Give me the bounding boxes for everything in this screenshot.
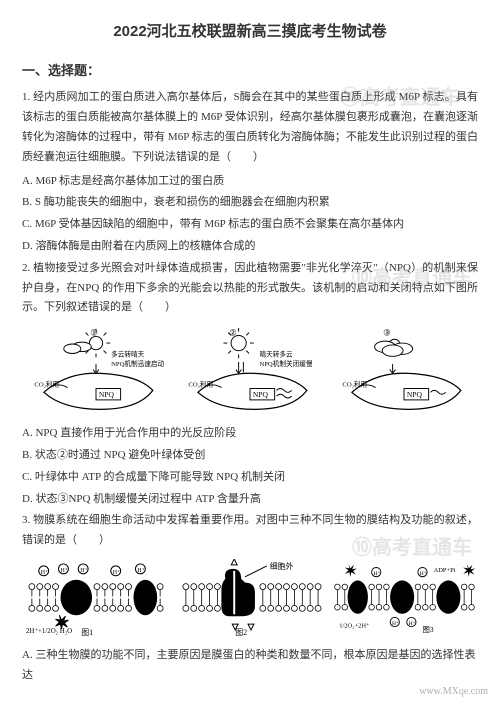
num-3-label: ③	[383, 328, 391, 338]
npq-label: NPQ	[407, 390, 423, 399]
q1-opt-c: C. M6P 受体基因缺陷的细胞中，带有 M6P 标志的蛋白质不会聚集在高尔基体…	[22, 215, 478, 235]
q1-text: 1. 经内质网加工的蛋白质进入高尔基体后，S酶会在其中的某些蛋白质上形成 M6P…	[22, 88, 478, 167]
section-header: 一、选择题：	[22, 59, 478, 82]
co2-label: CO₂利用	[188, 380, 213, 389]
num-1-label: ①	[90, 328, 98, 338]
npq-label: NPQ	[253, 390, 269, 399]
membrane-diagram-1: H⁺ H⁺ H⁺ H⁺ H⁺ 2H⁺+1/2O₂ H₂O 图1	[22, 559, 170, 638]
svg-text:H⁺: H⁺	[137, 567, 144, 574]
t2b-label: NPQ机制关闭缓慢	[259, 359, 312, 368]
q2-diagrams: ① NPQ CO₂利用 多云转晴天 NPQ机制迅速启动 ②	[22, 326, 478, 416]
svg-text:H⁺: H⁺	[41, 569, 48, 576]
membrane-diagram-2: 细胞外 图2	[176, 559, 324, 638]
eq1-label: 2H⁺+1/2O₂ H₂O	[26, 628, 72, 635]
q1-opt-d: D. 溶酶体酶是由附着在内质网上的核糖体合成的	[22, 237, 478, 257]
adp-label: ADP+Pi	[434, 567, 456, 574]
eq2-label: 1/2O₂+2H⁺	[339, 623, 369, 630]
co2-label: CO₂利用	[34, 380, 59, 389]
svg-text:H⁺: H⁺	[80, 567, 87, 574]
q3-diagrams: H⁺ H⁺ H⁺ H⁺ H⁺ 2H⁺+1/2O₂ H₂O 图1 细胞外 图2	[22, 559, 478, 638]
svg-text:H⁺: H⁺	[373, 570, 380, 577]
q2-text: 2. 植物接受过多光照会对叶绿体造成损害，因此植物需要"非光化学淬灭"（NPQ）…	[22, 259, 478, 318]
svg-text:H⁺: H⁺	[409, 620, 416, 627]
svg-text:H⁺: H⁺	[60, 567, 67, 574]
out-label: 细胞外	[270, 561, 294, 571]
t1b-label: NPQ机制迅速启动	[111, 359, 164, 368]
q2-opt-a: A. NPQ 直接作用于光合作用中的光反应阶段	[22, 424, 478, 444]
q3-opt-a: A. 三种生物膜的功能不同，主要原因是膜蛋白的种类和数量不同，根本原因是基因的选…	[22, 646, 478, 686]
npq-label: NPQ	[99, 390, 115, 399]
q3-text: 3. 物膜系统在细胞生命活动中发挥着重要作用。对图中三种不同生物的膜结构及功能的…	[22, 511, 478, 551]
leaf-diagram-3: ③ NPQ CO₂利用	[334, 326, 474, 416]
t2a-label: 晴天转多云	[259, 349, 292, 358]
footer-watermark: www.MXqe.com	[419, 683, 488, 701]
leaf-diagram-2: ② NPQ CO₂利用 晴天转多云 NPQ机制关闭缓慢	[180, 326, 320, 416]
q2-opt-d: D. 状态③NPQ 机制缓慢关闭过程中 ATP 含量升高	[22, 490, 478, 510]
svg-text:H⁺: H⁺	[113, 569, 120, 576]
membrane-diagram-3: H⁺ H⁺ ADP+Pi 1/2O₂+2H⁺ H⁺ H⁺ 图3	[330, 561, 478, 635]
fig1-label: 图1	[81, 628, 93, 637]
fig2-label: 图2	[235, 628, 247, 637]
q2-opt-c: C. 叶绿体中 ATP 的合成量下降可能导致 NPQ 机制关闭	[22, 468, 478, 488]
t1a-label: 多云转晴天	[111, 349, 144, 358]
co2-label: CO₂利用	[342, 380, 367, 389]
q1-opt-b: B. S 酶功能丧失的细胞中，衰老和损伤的细胞器会在细胞内积累	[22, 193, 478, 213]
q2-opt-b: B. 状态②时通过 NPQ 避免叶绿体受创	[22, 446, 478, 466]
leaf-diagram-1: ① NPQ CO₂利用 多云转晴天 NPQ机制迅速启动	[26, 326, 166, 416]
q1-opt-a: A. M6P 标志是经高尔基体加工过的蛋白质	[22, 172, 478, 192]
svg-text:H⁺: H⁺	[392, 620, 399, 627]
fig3-label: 图3	[423, 626, 434, 635]
page-title: 2022河北五校联盟新高三摸底考生物试卷	[22, 18, 478, 45]
svg-text:H⁺: H⁺	[420, 570, 427, 577]
